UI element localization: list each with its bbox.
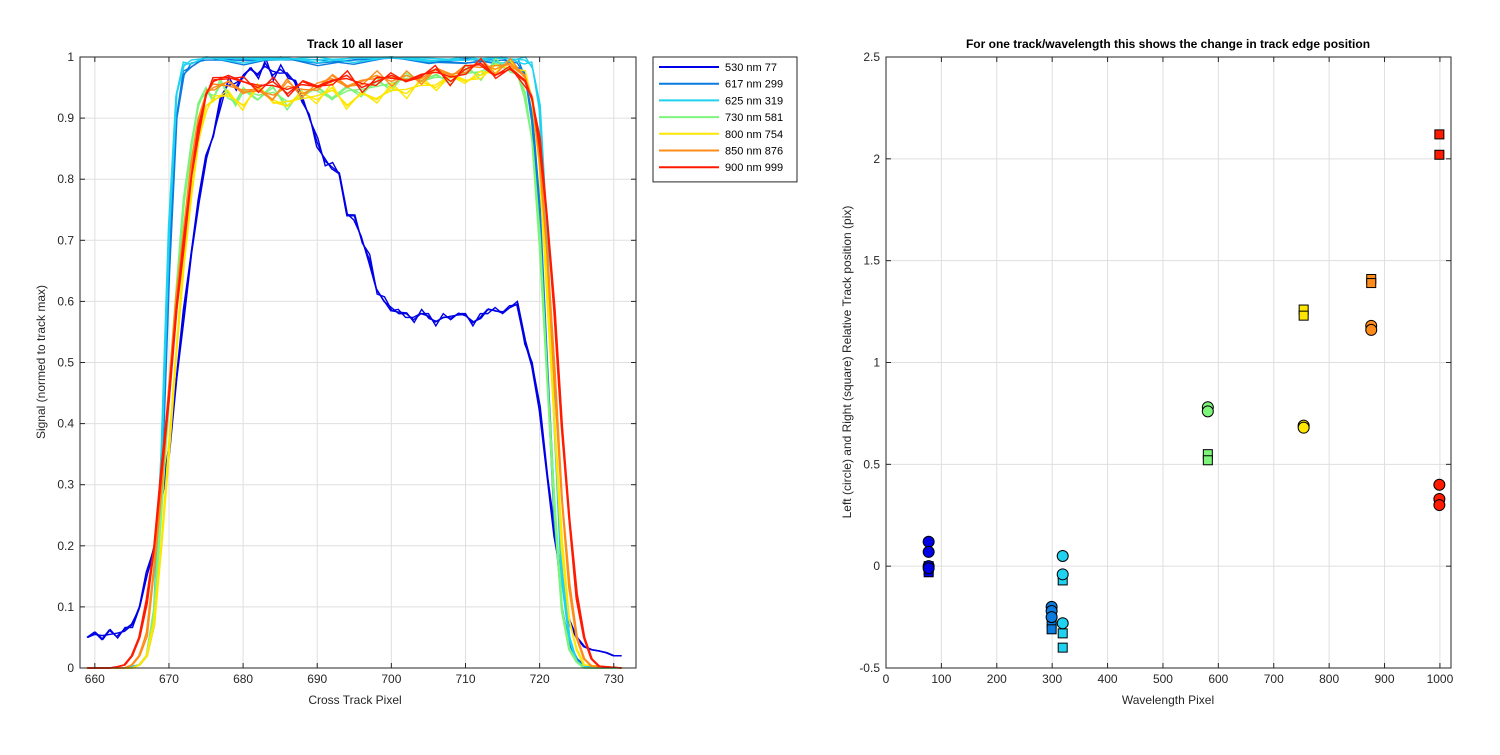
x-axis-label: Wavelength Pixel — [1122, 693, 1214, 707]
signal-chart: Track 10 all laser 660 670 680 690 700 710 720… — [34, 37, 798, 707]
y-tick-label: 1 — [67, 50, 74, 64]
right-edge-square — [1046, 624, 1057, 635]
series-line — [86, 64, 621, 669]
left-edge-circle — [1433, 499, 1446, 512]
y-tick-label: 0.4 — [57, 417, 74, 431]
y-tick-label: 2.5 — [863, 50, 880, 64]
x-tick-label: 660 — [85, 672, 105, 686]
y-tick-label: 1 — [873, 356, 880, 370]
legend-label: 900 nm 999 — [725, 162, 783, 174]
x-tick-label: 0 — [883, 672, 890, 686]
series-line — [86, 65, 621, 657]
legend-box — [652, 56, 798, 183]
x-tick-label: 100 — [931, 672, 951, 686]
left-edge-circle — [1056, 617, 1069, 630]
y-tick-label: 2 — [873, 152, 880, 166]
left-edge-circle — [1365, 323, 1378, 336]
grid — [80, 56, 636, 669]
y-tick-label: 0.7 — [57, 233, 74, 247]
y-tick-label: 0 — [873, 559, 880, 573]
left-edge-circle — [1045, 611, 1058, 624]
left-edge-circle — [1201, 405, 1214, 418]
x-tick-label: 700 — [381, 672, 401, 686]
plot-markers — [922, 129, 1446, 653]
y-axis-ticks: -0.5 0 0.5 1 1.5 2 2.5 — [859, 50, 1451, 675]
y-tick-label: -0.5 — [859, 661, 880, 675]
x-axis-ticks: 0 100 200 300 400 500 600 700 800 900 1000 — [883, 57, 1454, 686]
y-tick-label: 0.8 — [57, 172, 74, 186]
x-tick-label: 670 — [159, 672, 179, 686]
left-edge-circle — [922, 535, 935, 548]
legend-label: 530 nm 77 — [725, 62, 777, 74]
right-edge-square — [1057, 628, 1068, 639]
y-tick-label: 0.3 — [57, 478, 74, 492]
right-edge-square — [1366, 278, 1377, 289]
x-tick-label: 500 — [1153, 672, 1173, 686]
x-axis-label: Cross Track Pixel — [308, 693, 401, 707]
legend-label: 800 nm 754 — [725, 129, 783, 141]
left-edge-circle — [1433, 478, 1446, 491]
y-axis-label: Left (circle) and Right (square) Relativ… — [840, 206, 854, 519]
x-tick-label: 680 — [233, 672, 253, 686]
left-edge-circle — [922, 545, 935, 558]
legend-label: 850 nm 876 — [725, 146, 783, 158]
x-tick-label: 730 — [604, 672, 624, 686]
x-tick-label: 800 — [1319, 672, 1339, 686]
edge-position-chart: For one track/wavelength this shows the … — [840, 37, 1454, 707]
legend-label: 625 nm 319 — [725, 95, 783, 107]
x-tick-label: 300 — [1042, 672, 1062, 686]
y-tick-label: 0.2 — [57, 539, 74, 553]
y-tick-label: 0.5 — [863, 457, 880, 471]
y-tick-label: 0 — [67, 661, 74, 675]
y-tick-label: 0.6 — [57, 294, 74, 308]
grid — [885, 56, 1451, 669]
x-tick-label: 710 — [455, 672, 475, 686]
series-line — [86, 64, 621, 669]
chart-title: Track 10 all laser — [307, 37, 403, 51]
y-tick-label: 0.1 — [57, 600, 74, 614]
right-edge-square — [1202, 455, 1213, 466]
x-axis-ticks: 660 670 680 690 700 710 720 730 — [85, 57, 624, 686]
x-tick-label: 900 — [1375, 672, 1395, 686]
y-tick-label: 0.9 — [57, 111, 74, 125]
legend: 530 nm 77 617 nm 299 625 nm 319 730 nm 581 8… — [652, 56, 798, 183]
right-edge-square — [1057, 642, 1068, 653]
chart-title: For one track/wavelength this shows the … — [966, 37, 1370, 51]
y-axis-ticks: 0 0.1 0.2 0.3 0.4 0.5 0.6 0.7 0.8 0.9 1 — [57, 50, 636, 675]
y-tick-label: 0.5 — [57, 356, 74, 370]
left-edge-circle — [1056, 549, 1069, 562]
right-edge-square — [1434, 129, 1445, 140]
series-line — [86, 64, 621, 669]
x-tick-label: 400 — [1098, 672, 1118, 686]
left-edge-circle — [1056, 568, 1069, 581]
x-tick-label: 200 — [987, 672, 1007, 686]
series-line — [88, 57, 622, 669]
x-tick-label: 1000 — [1427, 672, 1454, 686]
y-axis-label: Signal (normed to track max) — [34, 285, 48, 439]
y-tick-label: 1.5 — [863, 254, 880, 268]
x-tick-label: 600 — [1208, 672, 1228, 686]
legend-label: 730 nm 581 — [725, 112, 783, 124]
left-edge-circle — [1297, 421, 1310, 434]
right-edge-square — [1434, 149, 1445, 160]
right-edge-square — [1298, 310, 1309, 321]
legend-label: 617 nm 299 — [725, 79, 783, 91]
series-line — [88, 57, 622, 669]
left-edge-circle — [922, 562, 935, 575]
x-tick-label: 700 — [1264, 672, 1284, 686]
x-tick-label: 690 — [307, 672, 327, 686]
x-tick-label: 720 — [530, 672, 550, 686]
